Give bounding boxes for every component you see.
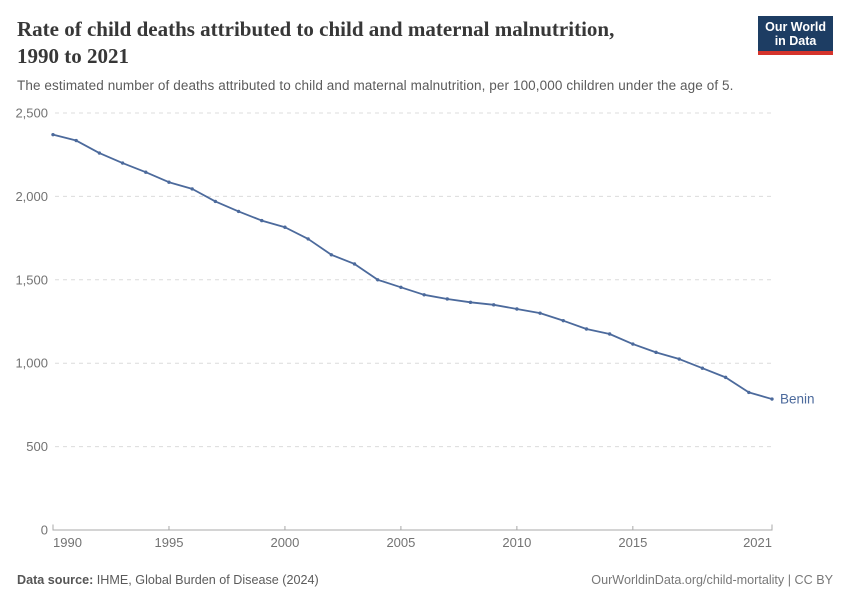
data-point [422,293,426,297]
credit-link[interactable]: OurWorldinData.org/child-mortality | CC … [591,573,833,587]
owid-logo-line1: Our World [765,20,826,34]
y-tick-label: 0 [41,523,48,538]
y-tick-label: 2,500 [15,106,48,121]
data-point [723,375,728,380]
data-source: Data source: IHME, Global Burden of Dise… [17,573,319,587]
y-tick-label: 2,000 [15,189,48,204]
chart-header: Rate of child deaths attributed to child… [17,16,833,93]
data-source-text: IHME, Global Burden of Disease (2024) [96,573,319,587]
x-tick-label: 2005 [386,535,415,550]
data-point [491,303,496,307]
x-tick-label: 2010 [502,535,531,550]
x-tick-label: 1990 [53,535,82,550]
data-point [607,332,612,336]
data-point [352,262,357,266]
data-point [260,218,264,223]
data-point [654,350,658,355]
data-point [770,397,774,401]
chart-footer: Data source: IHME, Global Burden of Dise… [17,573,833,587]
data-point [329,253,334,257]
data-point [561,318,565,323]
x-tick-label: 2000 [270,535,299,550]
data-point [631,342,635,346]
chart-title-line1: Rate of child deaths attributed to child… [17,17,615,41]
data-point [167,180,171,184]
data-point [120,161,125,165]
benin-line [52,133,773,400]
data-point [399,285,403,290]
y-tick-label: 1,000 [15,356,48,371]
y-tick-label: 500 [26,439,48,454]
data-point [700,366,705,370]
data-point [677,357,681,361]
data-point [445,297,449,301]
x-tick-label: 2015 [618,535,647,550]
chart-title: Rate of child deaths attributed to child… [17,16,737,70]
data-point [51,132,55,137]
data-point [468,300,473,305]
chart-title-line2: 1990 to 2021 [17,44,129,68]
data-point [74,138,78,143]
x-axis-line [52,524,773,531]
x-tick-label: 2021 [743,535,772,550]
data-point [213,199,218,204]
data-point [376,278,380,282]
data-point [747,390,751,395]
data-point [515,307,519,311]
y-tick-label: 1,500 [15,272,48,287]
data-point [306,237,310,241]
data-point [190,187,194,191]
data-point [97,151,102,155]
data-point [283,225,287,229]
owid-logo[interactable]: Our World in Data [758,16,833,55]
chart-subtitle: The estimated number of deaths attribute… [17,78,734,93]
owid-logo-line2: in Data [774,34,817,48]
data-point [538,311,542,315]
data-point [236,209,241,214]
series-end-label: Benin [780,392,815,407]
x-tick-label: 1995 [155,535,184,550]
data-point [584,327,589,331]
data-point [144,170,148,174]
data-source-label: Data source: [17,573,94,587]
